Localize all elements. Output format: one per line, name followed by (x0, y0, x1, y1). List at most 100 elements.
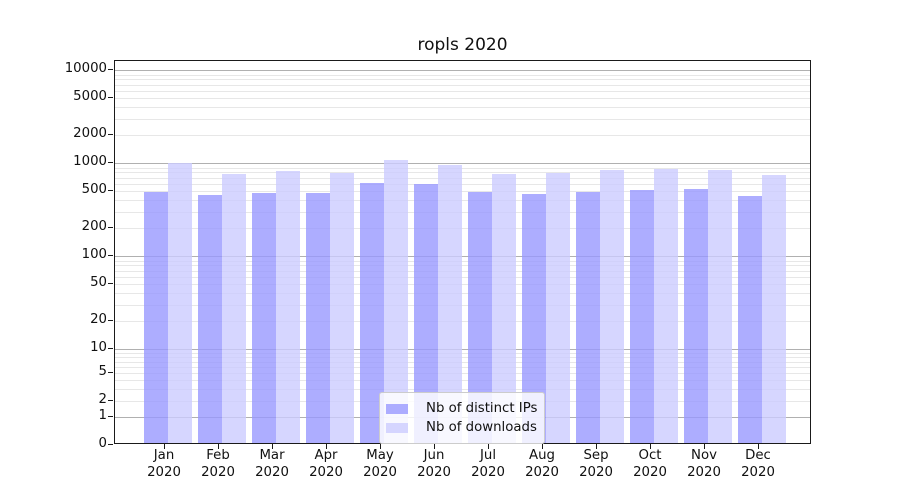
plot-area (114, 60, 811, 444)
bar-distinct-ips-mar (252, 192, 276, 444)
minor-gridline (115, 84, 810, 86)
x-tick-mark (542, 443, 543, 449)
bar-distinct-ips-nov (684, 189, 708, 444)
minor-gridline (115, 228, 810, 230)
x-tick-mark (272, 443, 273, 449)
minor-gridline (115, 118, 810, 120)
x-tick-label: Nov 2020 (687, 448, 721, 480)
y-tick-mark (108, 400, 113, 401)
x-tick-label: Jul 2020 (471, 448, 505, 480)
major-gridline (115, 256, 810, 258)
minor-gridline (115, 79, 810, 81)
x-tick-mark (434, 443, 435, 449)
minor-gridline (115, 260, 810, 262)
y-tick-mark (108, 416, 113, 417)
x-tick-label: Aug 2020 (525, 448, 559, 480)
y-tick-label: 0 (98, 435, 107, 451)
bar-downloads-oct (654, 169, 678, 444)
y-tick-mark (108, 97, 113, 99)
minor-gridline (115, 211, 810, 213)
x-tick-label: May 2020 (363, 448, 397, 480)
minor-gridline (115, 388, 810, 390)
y-tick-label: 20 (90, 312, 107, 328)
y-tick-mark (108, 283, 113, 285)
bar-distinct-ips-feb (198, 194, 222, 444)
minor-gridline (115, 352, 810, 354)
minor-gridline (115, 379, 810, 381)
bar-downloads-dec (762, 175, 786, 444)
minor-gridline (115, 270, 810, 272)
x-tick-mark (488, 443, 489, 449)
minor-gridline (115, 167, 810, 169)
minor-gridline (115, 98, 810, 100)
y-tick-label: 100 (81, 247, 107, 263)
y-tick-label: 2 (98, 392, 107, 407)
y-tick-label: 5 (98, 364, 107, 379)
minor-gridline (115, 90, 810, 92)
minor-gridline (115, 366, 810, 368)
minor-gridline (115, 135, 810, 137)
bar-distinct-ips-sep (576, 192, 600, 444)
y-tick-label: 5000 (73, 89, 107, 105)
legend-label-downloads: Nb of downloads (426, 420, 537, 435)
y-tick-mark (108, 227, 113, 229)
y-tick-mark (108, 443, 113, 445)
x-tick-label: Dec 2020 (741, 448, 775, 480)
legend: Nb of distinct IPs Nb of downloads (379, 392, 545, 444)
x-tick-mark (596, 443, 597, 449)
x-tick-mark (704, 443, 705, 449)
minor-gridline (115, 321, 810, 323)
minor-gridline (115, 373, 810, 374)
major-gridline (115, 70, 810, 72)
y-tick-label: 50 (90, 275, 107, 291)
legend-label-distinct-ips: Nb of distinct IPs (426, 401, 538, 416)
legend-item-downloads: Nb of downloads (386, 419, 538, 436)
legend-swatch-distinct-ips-icon (386, 403, 408, 414)
bar-downloads-feb (222, 174, 246, 444)
minor-gridline (115, 107, 810, 109)
minor-gridline (115, 265, 810, 267)
y-tick-label: 1 (98, 408, 107, 423)
minor-gridline (115, 200, 810, 202)
x-tick-label: Sep 2020 (579, 448, 613, 480)
bar-downloads-sep (600, 170, 624, 444)
x-tick-label: Jan 2020 (147, 448, 181, 480)
bars-layer (115, 61, 810, 444)
minor-gridline (115, 284, 810, 286)
y-tick-mark (108, 348, 113, 350)
bar-distinct-ips-dec (738, 195, 762, 444)
bar-distinct-ips-oct (630, 189, 654, 444)
y-tick-label: 1000 (73, 154, 107, 170)
chart-title: ropls 2020 (417, 35, 508, 55)
x-tick-label: Mar 2020 (255, 448, 289, 480)
y-tick-mark (108, 134, 113, 136)
legend-swatch-downloads-icon (386, 422, 408, 433)
minor-gridline (115, 356, 810, 358)
x-tick-mark (164, 443, 165, 449)
x-tick-mark (326, 443, 327, 449)
minor-gridline (115, 172, 810, 174)
bar-downloads-aug (546, 172, 570, 444)
x-tick-label: Jun 2020 (417, 448, 451, 480)
x-tick-label: Oct 2020 (633, 448, 667, 480)
y-tick-mark (108, 69, 113, 71)
x-tick-label: Apr 2020 (309, 448, 343, 480)
bar-downloads-jan (168, 163, 192, 444)
bar-downloads-apr (330, 172, 354, 444)
minor-gridline (115, 361, 810, 363)
bar-distinct-ips-jan (144, 191, 168, 444)
y-tick-label: 500 (81, 182, 107, 198)
minor-gridline (115, 177, 810, 179)
y-tick-mark (108, 162, 113, 164)
y-tick-mark (108, 320, 113, 322)
grid-layer (115, 61, 810, 443)
x-tick-mark (218, 443, 219, 449)
minor-gridline (115, 304, 810, 306)
x-tick-mark (650, 443, 651, 449)
x-tick-mark (758, 443, 759, 449)
bar-downloads-mar (276, 171, 300, 444)
bar-distinct-ips-apr (306, 193, 330, 444)
y-tick-label: 10000 (64, 61, 107, 77)
y-tick-mark (108, 255, 113, 257)
